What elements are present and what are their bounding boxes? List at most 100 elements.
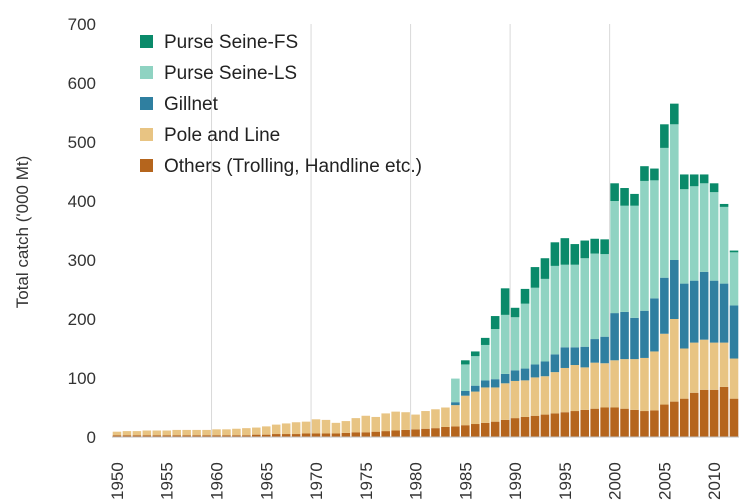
bar-segment-2005-s2: [660, 277, 669, 334]
legend: Purse Seine-FS Purse Seine-LS Gillnet Pole …: [140, 32, 422, 177]
bar-segment-1987-s2: [480, 380, 490, 388]
bar-segment-1985-s4: [461, 360, 470, 365]
bar-segment-1999-s1: [600, 363, 609, 408]
bar-segment-1957-s0: [182, 435, 191, 437]
bar-segment-1980-s1: [411, 414, 420, 430]
bar-segment-1986-s2: [470, 385, 480, 392]
bar-segment-1996-s4: [570, 244, 580, 265]
bar-segment-1996-s0: [570, 411, 580, 437]
bar-segment-2001-s3: [620, 205, 629, 312]
bar-segment-1989-s0: [500, 419, 510, 437]
bar-segment-1952-s1: [132, 431, 142, 436]
gridlines: [211, 24, 611, 437]
bar-segment-1961-s1: [222, 429, 231, 436]
bar-segment-1985-s2: [461, 390, 470, 396]
bar-segment-2012-s4: [729, 250, 739, 253]
bar-segment-1997-s1: [580, 367, 590, 410]
bar-segment-1960-s0: [212, 435, 221, 437]
bar-segment-1974-s1: [351, 418, 361, 433]
bar-segment-2004-s3: [650, 180, 659, 299]
bar-segment-2009-s3: [699, 183, 709, 272]
bar-segment-1970-s0: [311, 433, 321, 437]
bar-segment-1994-s4: [550, 242, 560, 266]
bar-segment-1994-s2: [550, 354, 560, 373]
bar-segment-1986-s4: [470, 351, 480, 357]
bar-segment-1998-s2: [590, 339, 599, 363]
bar-segment-1993-s0: [540, 414, 550, 437]
bar-segment-2000-s1: [610, 360, 619, 408]
bar-segment-2007-s4: [679, 174, 689, 190]
bar-segment-1972-s0: [331, 433, 341, 437]
bar-segment-1979-s1: [401, 412, 410, 430]
y-tick-label-0: 0: [87, 428, 96, 447]
bar-segment-1990-s2: [510, 370, 520, 381]
bar-segment-1964-s0: [252, 434, 261, 437]
bar-segment-1985-s3: [461, 364, 470, 391]
bar-segment-1999-s4: [600, 239, 609, 255]
bar-segment-1988-s3: [490, 329, 500, 380]
x-tick-label-2000: 2000: [606, 462, 625, 500]
bar-segment-1988-s0: [490, 421, 500, 437]
bar-segment-2011-s0: [719, 386, 729, 437]
bar-segment-2007-s3: [679, 189, 689, 284]
bar-segment-1992-s2: [530, 364, 540, 378]
bar-segment-1951-s0: [122, 435, 132, 437]
bar-segment-2008-s0: [689, 392, 699, 437]
bar-segment-1991-s4: [520, 288, 530, 304]
y-tick-label-500: 500: [68, 133, 96, 152]
bar-segment-1995-s2: [560, 347, 570, 368]
y-tick-label-200: 200: [68, 310, 96, 329]
legend-label-0: Purse Seine-FS: [164, 32, 298, 53]
bar-segment-1998-s1: [590, 362, 599, 409]
bar-segment-1958-s0: [192, 435, 201, 437]
y-tick-label-100: 100: [68, 369, 96, 388]
bar-segment-1953-s0: [142, 435, 152, 437]
bar-segment-1999-s2: [600, 336, 609, 364]
bar-segment-1958-s1: [192, 429, 201, 436]
bar-segment-1998-s3: [590, 253, 599, 340]
bar-segment-2009-s4: [699, 174, 709, 184]
bar-segment-1992-s1: [530, 377, 540, 416]
bar-segment-2003-s3: [640, 180, 649, 311]
bar-segment-1991-s1: [520, 380, 530, 417]
legend-swatch-3: [140, 128, 153, 141]
bar-segment-1981-s1: [421, 411, 430, 429]
bar-segment-2000-s3: [610, 201, 619, 314]
bar-segment-2011-s3: [719, 206, 729, 284]
bar-segment-1985-s0: [461, 425, 470, 437]
bar-segment-1966-s0: [271, 434, 281, 437]
bar-segment-2007-s0: [679, 398, 689, 437]
bar-segment-2004-s0: [650, 410, 659, 437]
bar-segment-1980-s0: [411, 429, 420, 437]
legend-label-2: Gillnet: [164, 94, 219, 115]
bar-segment-1986-s1: [470, 391, 480, 425]
x-tick-label-1960: 1960: [208, 462, 227, 500]
y-axis-title: Total catch ('000 Mt): [13, 156, 32, 309]
bar-segment-1989-s4: [500, 288, 510, 315]
bar-segment-2011-s2: [719, 283, 729, 343]
bar-segment-1969-s1: [301, 421, 311, 434]
bar-segment-2008-s1: [689, 342, 699, 393]
bar-segment-2010-s2: [709, 280, 719, 343]
y-tick-label-700: 700: [68, 15, 96, 34]
bar-segment-1978-s1: [391, 411, 400, 431]
bar-segment-1965-s0: [261, 434, 271, 437]
bar-segment-2005-s3: [660, 147, 669, 278]
bar-segment-1998-s4: [590, 238, 599, 254]
bar-segment-1989-s2: [500, 373, 510, 384]
bar-segment-2011-s1: [719, 342, 729, 387]
y-tick-label-600: 600: [68, 74, 96, 93]
bar-segment-2000-s0: [610, 407, 619, 437]
bar-segment-1950-s1: [112, 431, 122, 436]
bar-segment-1991-s3: [520, 303, 530, 369]
bar-segment-1988-s4: [490, 316, 500, 330]
bar-segment-1988-s2: [490, 379, 500, 388]
bar-segment-2001-s0: [620, 408, 629, 437]
bars: [112, 103, 739, 437]
bar-segment-1997-s2: [580, 346, 590, 368]
bar-segment-1975-s0: [361, 432, 371, 437]
bar-segment-1978-s0: [391, 430, 400, 437]
x-tick-label-1970: 1970: [307, 462, 326, 500]
x-tick-label-2010: 2010: [705, 462, 724, 500]
bar-segment-1981-s0: [421, 428, 430, 437]
